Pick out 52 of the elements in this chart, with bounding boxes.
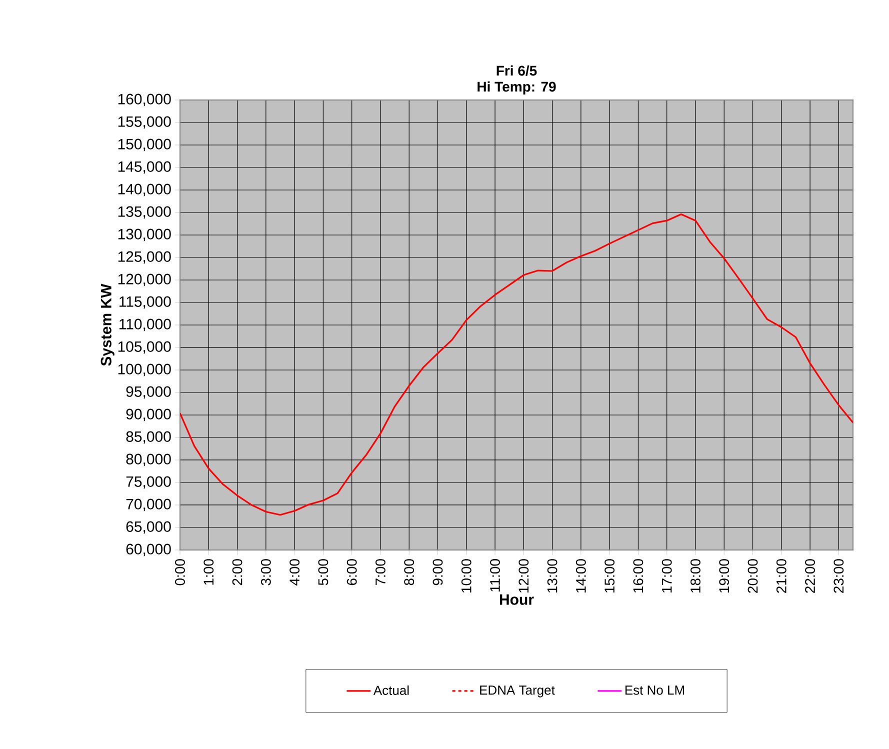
x-tick-label: 11:00 [490,559,500,592]
x-tick-label: 7:00 [376,559,386,586]
x-tick-label: 6:00 [346,559,357,586]
y-tick-label: 80,000 [126,454,171,466]
x-axis-title: Hour [500,594,534,605]
x-tick-label: 5:00 [318,559,328,586]
y-tick-label: 115,000 [120,296,171,309]
x-tick-label: 20:00 [748,559,758,593]
y-tick-label: 60,000 [126,544,171,556]
chart-title: Fri 6/5 [496,65,537,76]
y-tick-label: 125,000 [118,251,171,264]
y-tick-label: 130,000 [118,228,171,242]
chart-subtitle: Hi Temp: 79 [478,81,556,94]
x-tick-label: 16:00 [633,559,644,592]
x-tick-label: 10:00 [461,559,472,592]
y-tick-label: 65,000 [126,521,171,534]
y-tick-label: 160,000 [118,94,171,106]
y-tick-label: 100,000 [118,364,171,376]
x-tick-label: 9:00 [432,559,443,586]
x-tick-label: 15:00 [604,559,615,592]
x-tick-label: 21:00 [776,559,786,593]
x-tick-label: 12:00 [518,559,529,592]
y-tick-label: 140,000 [118,184,171,196]
y-tick-label: 70,000 [126,498,171,512]
y-tick-label: 145,000 [118,161,171,174]
x-tick-label: 0:00 [175,559,185,586]
y-tick-label: 95,000 [126,386,171,399]
y-tick-label: 120,000 [118,274,171,286]
x-tick-label: 3:00 [260,559,271,586]
y-tick-label: 150,000 [118,138,171,152]
y-tick-label: 110,000 [120,318,171,332]
legend-label: EDNA Target [480,686,555,698]
y-tick-label: 90,000 [126,408,171,422]
y-tick-label: 135,000 [118,206,171,219]
x-tick-label: 17:00 [662,559,672,592]
y-axis-title: System KW [100,284,114,366]
x-tick-label: 1:00 [204,559,214,585]
y-tick-label: 105,000 [118,341,171,354]
legend-label: Est No LM [625,686,684,695]
x-tick-label: 18:00 [690,559,700,592]
x-tick-label: 13:00 [547,559,558,592]
x-tick-label: 19:00 [719,559,730,592]
y-tick-label: 155,000 [118,116,171,129]
x-tick-label: 8:00 [404,559,414,586]
x-tick-label: 14:00 [576,559,586,592]
x-tick-label: 23:00 [834,559,844,593]
x-tick-label: 22:00 [805,559,815,593]
x-tick-label: 4:00 [290,559,300,586]
x-tick-label: 2:00 [232,559,242,586]
legend-label: Actual [373,685,409,695]
y-tick-label: 85,000 [126,431,171,444]
y-tick-label: 75,000 [126,476,171,489]
